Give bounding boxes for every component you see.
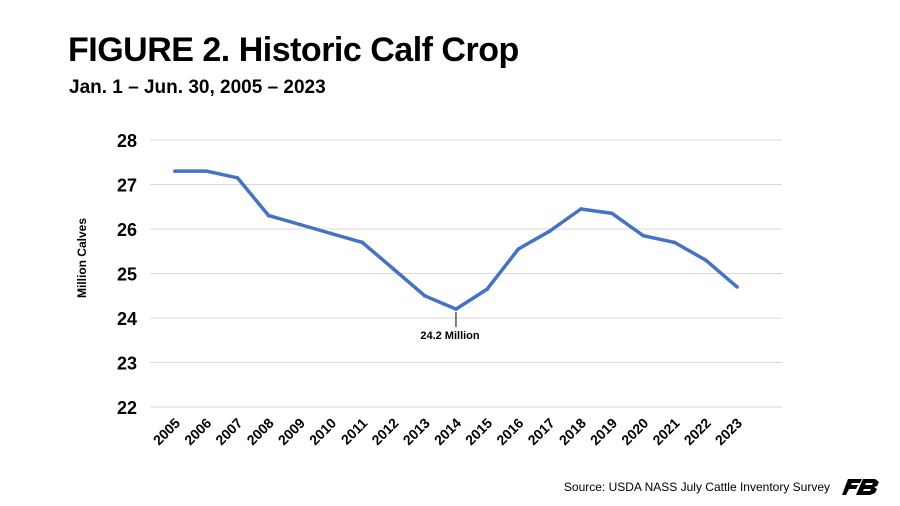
x-tick-label: 2011	[338, 415, 371, 448]
x-tick-label: 2006	[181, 415, 214, 448]
x-tick-label: 2013	[400, 415, 433, 448]
data-point	[173, 169, 177, 173]
x-tick-label: 2020	[618, 415, 651, 448]
data-point	[298, 222, 302, 227]
data-point	[516, 247, 521, 251]
x-tick-label: 2015	[462, 415, 495, 448]
data-point	[547, 229, 552, 234]
farm-bureau-logo-icon	[842, 479, 879, 495]
data-point	[391, 267, 396, 271]
y-tick-label: 25	[117, 265, 137, 285]
data-point	[235, 176, 240, 180]
data-point	[610, 211, 614, 216]
y-tick-label: 22	[117, 398, 137, 418]
y-tick-label: 28	[117, 131, 137, 151]
chart-subtitle: Jan. 1 – Jun. 30, 2005 – 2023	[69, 77, 326, 98]
annotation-label: 24.2 Million	[420, 330, 480, 342]
data-point	[703, 258, 708, 262]
x-tick-label: 2022	[681, 415, 714, 448]
data-point	[329, 231, 333, 236]
x-tick-label: 2008	[243, 415, 276, 448]
data-point	[360, 240, 365, 245]
x-tick-label: 2019	[587, 415, 620, 448]
series-group	[173, 169, 739, 311]
x-tick-label: 2021	[649, 415, 682, 448]
x-tick-label: 2012	[368, 415, 401, 448]
y-axis-label: Million Calves	[75, 218, 89, 298]
x-tick-label: 2014	[431, 415, 464, 448]
data-point	[454, 307, 458, 311]
x-tick-label: 2023	[712, 415, 745, 448]
x-tick-label: 2016	[493, 415, 526, 448]
data-point	[485, 287, 490, 291]
data-point	[641, 233, 646, 238]
x-axis-ticks: 2005200620072008200920102011201220132014…	[150, 415, 745, 448]
chart-title: FIGURE 2. Historic Calf Crop	[68, 31, 519, 69]
data-point	[735, 285, 739, 289]
y-tick-label: 26	[117, 220, 137, 240]
data-point	[204, 169, 209, 173]
gridlines	[150, 139, 782, 408]
y-tick-label: 27	[117, 176, 137, 196]
x-tick-label: 2007	[212, 415, 245, 448]
data-point	[266, 213, 271, 218]
x-tick-label: 2010	[306, 415, 339, 448]
annotation-group: 24.2 Million	[420, 312, 480, 342]
y-axis-ticks: 22 23 24 25 26 27 28	[117, 131, 137, 418]
x-tick-label: 2018	[556, 415, 589, 448]
source-note: Source: USDA NASS July Cattle Inventory …	[563, 480, 830, 494]
x-tick-label: 2005	[150, 415, 183, 448]
y-tick-label: 24	[117, 309, 137, 329]
x-tick-label: 2009	[275, 415, 308, 448]
data-point	[422, 293, 427, 298]
y-tick-label: 23	[117, 354, 137, 374]
x-tick-label: 2017	[524, 415, 557, 448]
data-point	[579, 207, 583, 211]
series-line	[173, 169, 739, 311]
data-point	[672, 240, 677, 245]
